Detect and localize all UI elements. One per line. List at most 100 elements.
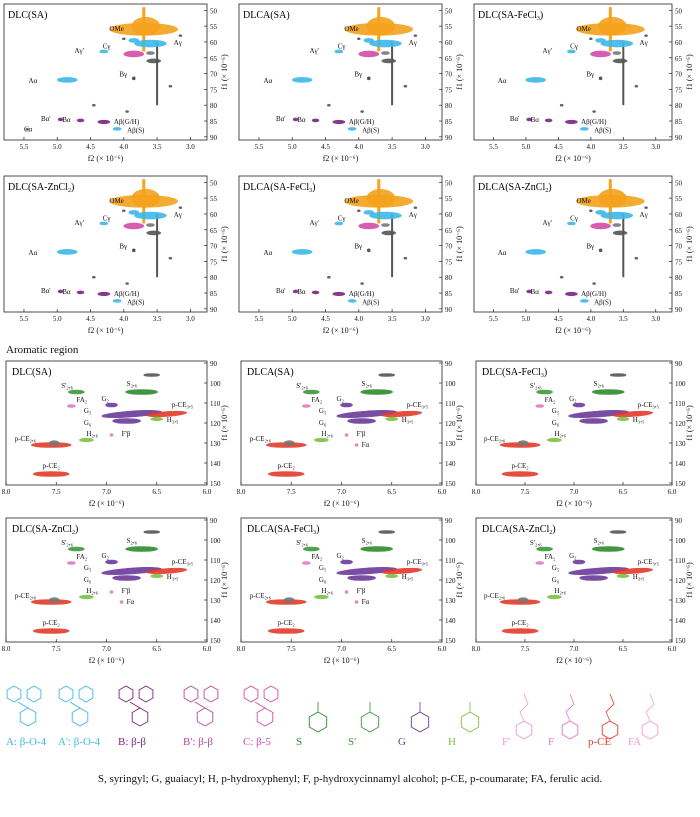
Agamma-peak xyxy=(134,211,167,220)
AbetaGH-peak xyxy=(332,119,346,125)
G6-peak xyxy=(112,575,141,581)
G5-label: G₅ xyxy=(552,564,560,572)
G6-label: G₆ xyxy=(319,576,327,584)
H35-label: H₃,₅ xyxy=(167,573,179,581)
y-tick-label: 60 xyxy=(210,39,218,47)
S26-label: S₂,₆ xyxy=(127,380,138,388)
structure-ring xyxy=(256,707,274,727)
minor-peak xyxy=(644,206,648,209)
Agamma-peak xyxy=(128,38,140,43)
x-axis-label: f2 (× 10⁻⁶) xyxy=(556,499,592,508)
y-axis-label: f1 (× 10⁻⁶) xyxy=(685,54,694,90)
gray-peak xyxy=(146,223,155,227)
G2-label: G₂ xyxy=(569,552,577,560)
pCE35-label: p-CE₃,₅ xyxy=(172,558,194,566)
AbetaGH-label: Aβ(G/H) xyxy=(114,118,140,126)
x-tick-label: 7.0 xyxy=(102,645,111,653)
gray-peak xyxy=(143,530,161,534)
AbetaGH-peak xyxy=(97,291,111,297)
x-tick-label: 7.0 xyxy=(102,488,111,496)
minor-peak xyxy=(360,110,364,113)
AbetaGH-label: Aβ(G/H) xyxy=(581,118,607,126)
G6-label: G₆ xyxy=(552,576,560,584)
y-tick-label: 90 xyxy=(210,134,218,142)
Balphap-label: Bα' xyxy=(276,287,286,295)
AbetaS-label: Aβ(S) xyxy=(127,298,145,306)
S26-label: S₂,₆ xyxy=(362,537,373,545)
Agammap-peak xyxy=(334,221,344,226)
Balpha-peak xyxy=(544,290,553,295)
y-tick-label: 140 xyxy=(210,460,221,468)
G6-peak xyxy=(347,418,376,424)
pCE-low-label: p-CE₂ xyxy=(278,462,296,470)
y-tick-label: 90 xyxy=(210,306,218,314)
structure-ring xyxy=(460,711,480,733)
Cgamma-peak xyxy=(123,50,145,58)
structure-ring xyxy=(263,685,279,703)
Agamma-label: Aγ xyxy=(409,211,417,219)
y-tick-label: 65 xyxy=(675,227,683,235)
x-axis-label: f2 (× 10⁻⁶) xyxy=(88,326,124,335)
Balphap-peak xyxy=(292,289,299,294)
panel-title: DLCA(SA-FeCl3) xyxy=(243,182,315,194)
pCE35-peak xyxy=(612,567,654,575)
H26-peak xyxy=(79,437,94,443)
y-tick-label: 130 xyxy=(675,440,686,448)
Agamma-peak xyxy=(595,38,606,43)
H35-label: H₃,₅ xyxy=(402,416,414,424)
minor-peak xyxy=(125,282,129,285)
FA2-label: FA₂ xyxy=(76,553,87,561)
y-tick-label: 150 xyxy=(445,637,456,645)
Agamma-peak xyxy=(369,211,402,220)
y-tick-label: 60 xyxy=(210,211,218,219)
Sprime-label: S'₂,₆ xyxy=(296,539,308,547)
x-tick-label: 6.0 xyxy=(438,488,447,496)
y-tick-label: 90 xyxy=(445,134,453,142)
x-tick-label: 5.5 xyxy=(20,315,29,323)
legend-label-g: G xyxy=(398,736,406,748)
G6-label: G₆ xyxy=(552,419,560,427)
x-tick-label: 6.5 xyxy=(387,488,396,496)
y-tick-label: 100 xyxy=(445,380,456,388)
Agamma-peak xyxy=(363,38,375,43)
y-tick-label: 130 xyxy=(675,597,686,605)
Balphap-label: Bα' xyxy=(41,287,51,295)
structure-legend xyxy=(6,685,659,740)
G5-label: G₅ xyxy=(319,564,327,572)
structure-bond xyxy=(69,701,81,709)
Aalpha-label: Aα xyxy=(498,249,507,257)
G2-peak xyxy=(340,559,353,565)
G6-peak xyxy=(112,418,141,424)
x-tick-label: 7.0 xyxy=(570,488,579,496)
x-axis-label: f2 (× 10⁻⁶) xyxy=(555,326,591,335)
structure-ring xyxy=(601,720,619,740)
gray-peak xyxy=(143,373,161,377)
x-tick-label: 6.0 xyxy=(203,645,212,653)
AbetaGH-label: Aβ(G/H) xyxy=(349,118,375,126)
legend-label-pce: p-CE xyxy=(588,736,612,748)
Falpha-peak xyxy=(354,443,359,447)
Falpha-peak xyxy=(119,600,124,604)
Balphap-label: Bα' xyxy=(276,115,286,123)
G6-label: G₆ xyxy=(84,576,92,584)
pCE35-peak xyxy=(381,410,423,418)
pCE-low-label: p-CE₂ xyxy=(278,619,296,627)
S26-label: S₂,₆ xyxy=(594,380,605,388)
Agammap-peak xyxy=(99,49,109,54)
structure-ring xyxy=(6,685,22,703)
x-tick-label: 3.0 xyxy=(186,143,195,151)
x-tick-label: 6.5 xyxy=(619,645,628,653)
Cgamma-label: Cγ xyxy=(103,42,111,50)
minor-peak xyxy=(178,34,183,37)
x-tick-label: 3.0 xyxy=(186,315,195,323)
pCE26-label: p-CE₂,₆ xyxy=(250,592,272,600)
y-tick-label: 80 xyxy=(210,274,218,282)
x-tick-label: 3.5 xyxy=(153,143,162,151)
y-tick-label: 100 xyxy=(210,537,221,545)
y-tick-label: 50 xyxy=(675,179,683,187)
OMe-peak-core xyxy=(366,189,396,208)
y-axis-label: f1 (× 10⁻⁶) xyxy=(685,226,694,262)
y-tick-label: 85 xyxy=(675,118,683,126)
gray-peak xyxy=(517,440,529,446)
Aalpha-label: Aα xyxy=(29,249,38,257)
